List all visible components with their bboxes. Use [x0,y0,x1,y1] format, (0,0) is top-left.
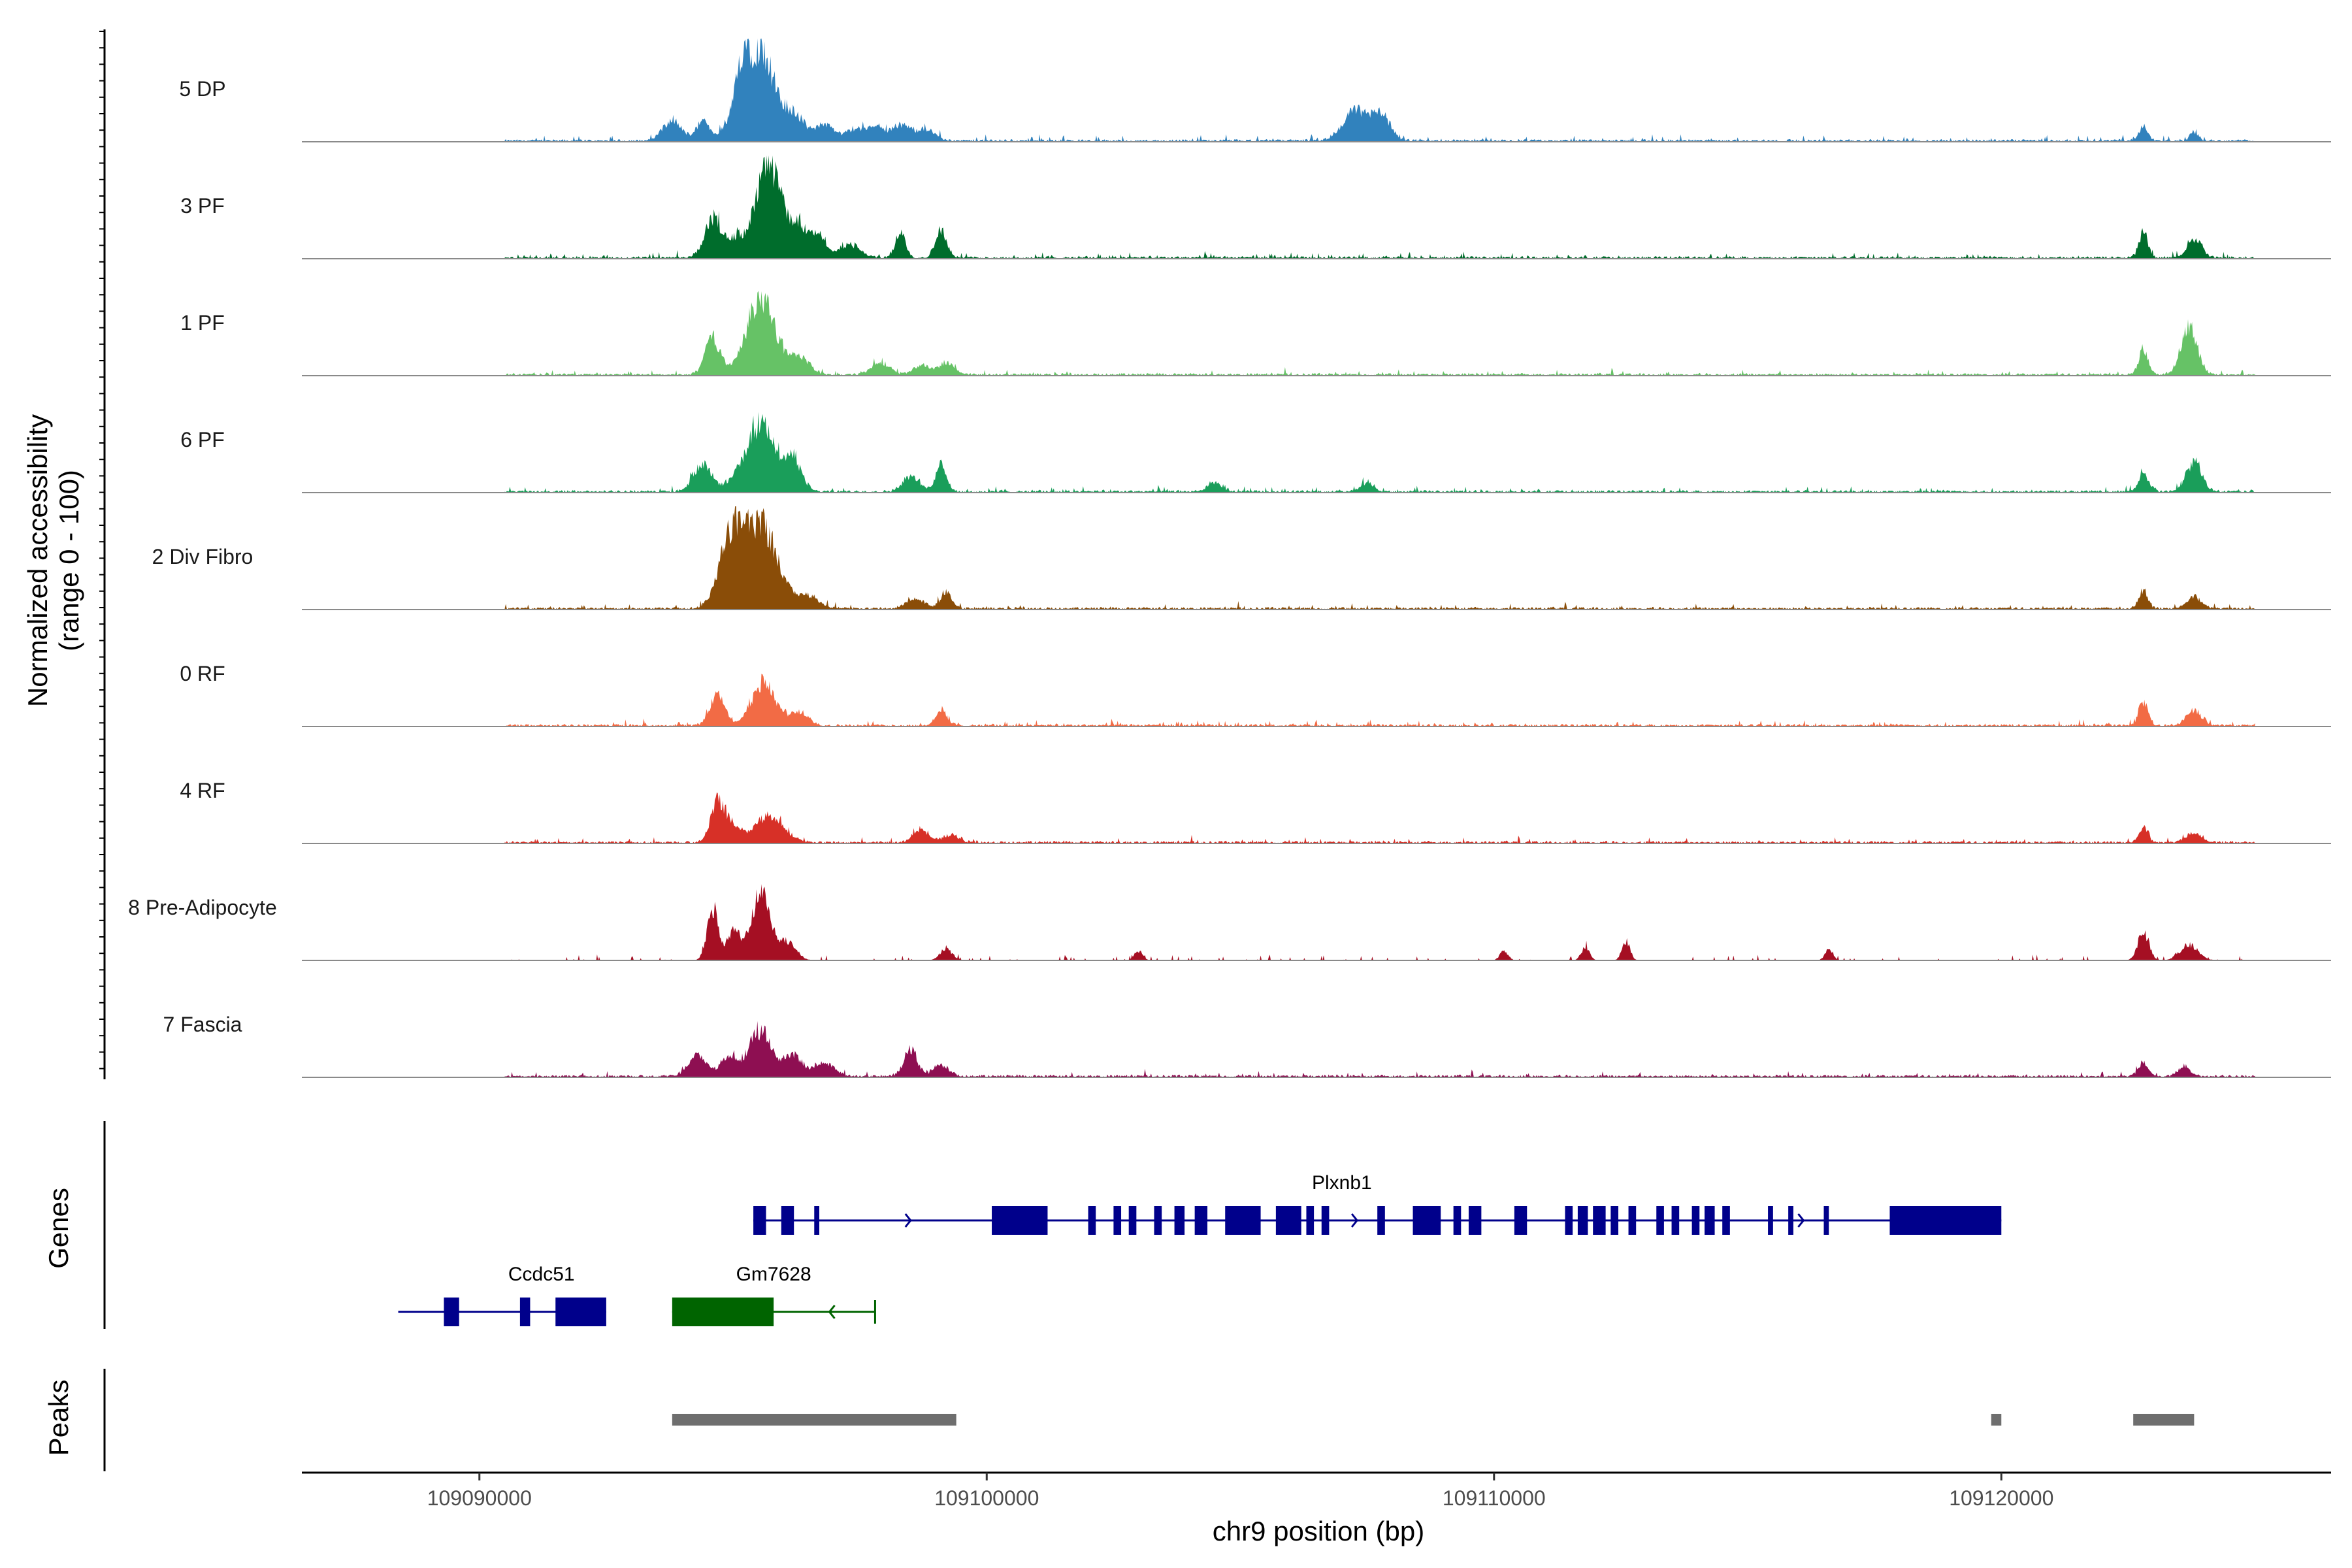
strand-arrow [1350,1213,1359,1228]
coverage-area [504,792,2255,843]
gene-exon [1628,1206,1637,1235]
gene-annotation-panel: Plxnb1 Ccdc51 Gm7628 [103,1121,2002,1329]
strand-arrow [828,1305,836,1319]
gene-exon [1275,1206,1301,1235]
gene-plxnb1: Plxnb1 [753,1172,2002,1235]
track-label: 5 DP [179,77,225,101]
track-6-pf: 6 PF [180,412,2331,493]
x-tick-label: 109100000 [934,1486,1039,1510]
gene-exon [1194,1206,1208,1235]
gene-exon [992,1206,1048,1235]
track-label: 0 RF [180,662,225,685]
gene-exon [1691,1206,1700,1235]
y-axis-title-line1: Normalized accessibility [22,414,53,707]
genes-panel-label: Genes [43,1188,74,1269]
peak-region [672,1414,956,1426]
track-1-pf: 1 PF [180,291,2331,376]
track-0-rf: 0 RF [180,662,2331,727]
track-2-div-fibro: 2 Div Fibro [152,506,2331,610]
gene-exon [1468,1206,1482,1235]
gene-gm7628: Gm7628 [672,1264,876,1326]
track-4-rf: 4 RF [180,779,2331,844]
peak-region [2133,1414,2195,1426]
track-label: 4 RF [180,779,225,802]
track-7-fascia: 7 Fascia [163,1013,2331,1078]
track-label: 2 Div Fibro [152,545,253,568]
track-label: 6 PF [180,428,225,451]
gene-exon [1889,1206,2002,1235]
peaks-panel-label: Peaks [43,1380,74,1456]
gene-exon [1154,1206,1162,1235]
gene-exon [1088,1206,1096,1235]
track-label: 3 PF [180,194,225,218]
coverage-area [504,506,2255,610]
gene-exon [1174,1206,1185,1235]
gene-exon [1610,1206,1619,1235]
gene-ccdc51: Ccdc51 [398,1264,606,1326]
gene-exon [1768,1206,1773,1235]
gene-exon [672,1298,774,1326]
track-label: 1 PF [180,311,225,335]
gene-exon [1514,1206,1527,1235]
gene-exon [1671,1206,1680,1235]
peak-region [1991,1414,2002,1426]
coverage-area [504,884,2255,960]
x-tick-label: 109120000 [1949,1486,2053,1510]
x-tick-label: 109090000 [427,1486,532,1510]
coverage-area [504,674,2255,727]
y-axis-title-line2: (range 0 - 100) [54,470,84,651]
gene-exon [1453,1206,1462,1235]
x-tick-label: 109110000 [1443,1486,1546,1510]
gene-exon [1225,1206,1261,1235]
track-8-pre-adipocyte: 8 Pre-Adipocyte [128,884,2331,961]
gene-exon [555,1298,606,1326]
coverage-area [504,412,2255,493]
track-5-dp: 5 DP [179,39,2331,142]
gene-exon [1413,1206,1441,1235]
peaks-panel [103,1369,2195,1471]
gene-exon [1321,1206,1330,1235]
gene-exon [753,1206,766,1235]
gene-exon [781,1206,794,1235]
track-label: 8 Pre-Adipocyte [128,896,277,919]
gene-exon [1656,1206,1664,1235]
gene-exon [1705,1206,1715,1235]
gene-exon [814,1206,820,1235]
track-label: 7 Fascia [163,1013,242,1036]
gene-exon [1306,1206,1315,1235]
gene-label: Plxnb1 [1312,1172,1372,1194]
gene-exon [1565,1206,1573,1235]
coverage-area [504,1021,2255,1077]
gene-exon [1788,1206,1793,1235]
gene-exon [1722,1206,1730,1235]
coverage-tracks: 5 DP 3 PF 1 PF 6 PF 2 Div Fibro 0 RF 4 RF 8 Pre… [128,39,2331,1078]
x-axis: 109090000 109100000 109110000 109120000 [302,1471,2331,1510]
track-y-axis [99,29,106,1079]
coverage-area [504,291,2255,376]
gene-label: Gm7628 [736,1264,811,1285]
track-3-pf: 3 PF [180,155,2331,259]
strand-arrow [904,1213,912,1228]
coverage-area [504,39,2255,142]
gene-exon [519,1298,531,1326]
gene-exon [1113,1206,1122,1235]
gene-exon [1128,1206,1137,1235]
gene-exon [444,1298,459,1326]
gene-exon [1577,1206,1588,1235]
gene-label: Ccdc51 [508,1264,575,1285]
x-axis-title: chr9 position (bp) [1213,1516,1425,1546]
coverage-area [504,155,2255,259]
gene-exon [1593,1206,1606,1235]
gene-exon [1823,1206,1829,1235]
gene-exon [1377,1206,1385,1235]
strand-arrow [1797,1213,1805,1228]
